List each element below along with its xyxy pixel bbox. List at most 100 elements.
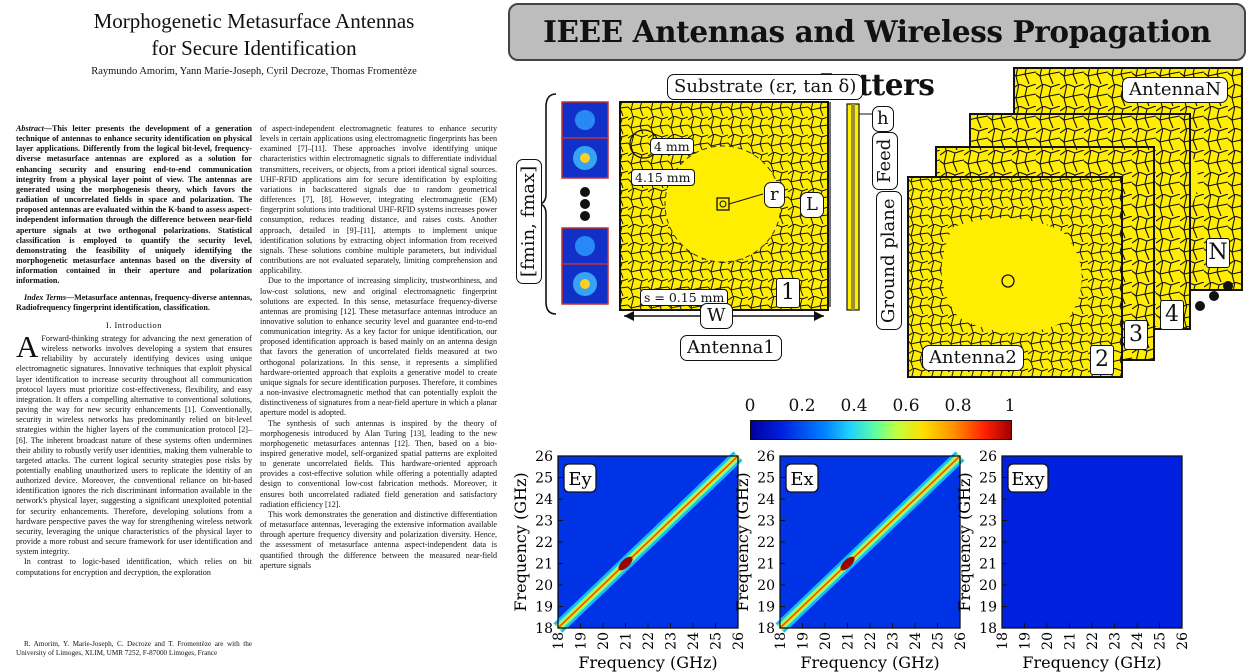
index-terms-text: —Metasurface antennas, frequency-diverse… [16, 292, 252, 312]
x-tick-label: 26 [731, 632, 747, 650]
intro-dropcap: A [16, 328, 39, 364]
y-tick-label: 21 [979, 557, 997, 573]
x-axis-label: Frequency (GHz) [1022, 653, 1161, 672]
y-tick-label: 25 [757, 471, 775, 487]
panel-label: Exy [1011, 469, 1045, 490]
y-tick-label: 20 [535, 578, 553, 594]
antenna-2-number: 2 [1090, 345, 1114, 375]
x-tick-label: 23 [886, 632, 902, 650]
x-tick-label: 22 [641, 632, 657, 650]
x-tick-label: 23 [1108, 632, 1124, 650]
y-tick-label: 22 [979, 535, 997, 551]
paper-title-line1: Morphogenetic Metasurface Antennas [93, 9, 415, 33]
y-tick-label: 24 [535, 492, 553, 508]
dot-1 [1195, 301, 1205, 311]
y-tick-label: 25 [535, 471, 553, 487]
panel-label-box [1007, 463, 1049, 493]
colorbar-tick: 0.2 [788, 396, 816, 416]
x-tick-label: 18 [773, 632, 789, 650]
antenna-1-number: 1 [776, 278, 800, 308]
dot-3 [1223, 281, 1233, 291]
x-tick-label: 19 [796, 632, 812, 650]
x-tick-label: 23 [664, 632, 680, 650]
ground-plane-label: Ground plane [876, 191, 902, 330]
heatmap-hotspot [840, 556, 855, 571]
width-label: W [700, 303, 733, 329]
paper-authors: Raymundo Amorim, Yann Marie-Joseph, Cyri… [91, 66, 417, 77]
paper-title-line2: for Secure Identification [151, 36, 357, 60]
journal-banner: IEEE Antennas and Wireless Propagation L… [508, 3, 1246, 102]
colorbar-tick: 0.6 [892, 396, 920, 416]
y-tick-label: 18 [979, 621, 997, 637]
dimension-4-15mm: 4.15 mm [631, 169, 695, 186]
colorbar-tick: 1 [1004, 396, 1016, 416]
x-tick-label: 21 [841, 632, 857, 650]
x-axis-label: Frequency (GHz) [800, 653, 939, 672]
dot-2 [1209, 291, 1219, 301]
antenna-2 [907, 176, 1123, 378]
intro-paragraph-2: In contrast to logic-based identificatio… [16, 557, 252, 577]
intro-paragraph-1: A Forward-thinking strategy for advancing… [16, 328, 252, 557]
heatmap-panels: 18 19 20 21 22 23 24 25 26 18 19 20 21 22 23 24 25 26 Freq… [511, 449, 1191, 672]
x-tick-label: 20 [1040, 632, 1056, 650]
abstract: Abstract—This letter presents the develo… [16, 124, 252, 287]
radius-label: r [764, 182, 785, 208]
col2-paragraph-3: The synthesis of such antennas is inspir… [260, 418, 497, 509]
h-label: h [872, 106, 894, 132]
heatmap-diagonal [779, 455, 961, 629]
x-tick-label: 18 [995, 632, 1011, 650]
y-tick-label: 26 [979, 449, 997, 465]
y-tick-label: 23 [979, 514, 997, 530]
y-tick-label: 24 [757, 492, 775, 508]
paper-page: Morphogenetic Metasurface Antennas for S… [0, 0, 508, 672]
x-axis-label: Frequency (GHz) [578, 653, 717, 672]
antenna-N-label: AntennaN [1122, 77, 1229, 103]
heatmap-diagonal [557, 455, 739, 629]
antenna-N-number: N [1206, 238, 1230, 268]
colorbar-ticks: 0 0.2 0.4 0.6 0.8 1 [730, 396, 1030, 420]
spacing-label: s = 0.15 mm [640, 289, 729, 306]
cross-section [846, 103, 872, 311]
y-tick-label: 21 [535, 557, 553, 573]
panel-label-box [563, 463, 597, 493]
colorbar-tick: 0.8 [944, 396, 972, 416]
x-tick-label: 20 [596, 632, 612, 650]
y-tick-label: 22 [535, 535, 553, 551]
abstract-text: —This letter presents the development of… [16, 124, 253, 286]
y-tick-label: 23 [535, 514, 553, 530]
section-title: I. Introduction [106, 320, 162, 330]
y-tick-label: 21 [757, 557, 775, 573]
y-tick-label: 18 [757, 621, 775, 637]
y-tick-label: 19 [757, 600, 775, 616]
y-axis-label: Frequency (GHz) [733, 472, 752, 611]
x-tick-label: 19 [574, 632, 590, 650]
panel-label: Ex [790, 469, 813, 490]
x-tick-label: 25 [1153, 632, 1169, 650]
x-tick-label: 21 [1063, 632, 1079, 650]
y-tick-label: 19 [979, 600, 997, 616]
frequency-range-label: [fmin, fmax] [516, 158, 542, 284]
feed-label: Feed [872, 131, 898, 190]
length-label: L [800, 192, 824, 218]
col2-paragraph-2: Due to the importance of increasing simp… [260, 276, 497, 418]
col2-paragraph-1: of aspect-independent electromagnetic fe… [260, 124, 497, 276]
dimension-4mm: 4 mm [650, 138, 694, 155]
x-tick-label: 24 [908, 632, 924, 650]
colorbar [750, 420, 1012, 440]
antenna-1-label: Antenna1 [680, 335, 782, 361]
x-tick-label: 21 [619, 632, 635, 650]
antenna-2-label: Antenna2 [922, 345, 1024, 371]
colorbar-tick: 0.4 [840, 396, 868, 416]
y-tick-label: 19 [535, 600, 553, 616]
y-axis-label: Frequency (GHz) [955, 472, 974, 611]
x-tick-label: 26 [1175, 632, 1191, 650]
colorbar-tick: 0 [744, 396, 756, 416]
abstract-label: Abstract [16, 124, 44, 133]
y-tick-label: 18 [535, 621, 553, 637]
intro-paragraph-1-text: Forward-thinking strategy for advancing … [16, 333, 252, 557]
y-tick-label: 20 [979, 578, 997, 594]
heatmap-hotspot [618, 556, 633, 571]
panel-label: Ey [568, 469, 592, 490]
y-tick-label: 23 [757, 514, 775, 530]
index-terms-label: Index Terms [24, 292, 66, 302]
